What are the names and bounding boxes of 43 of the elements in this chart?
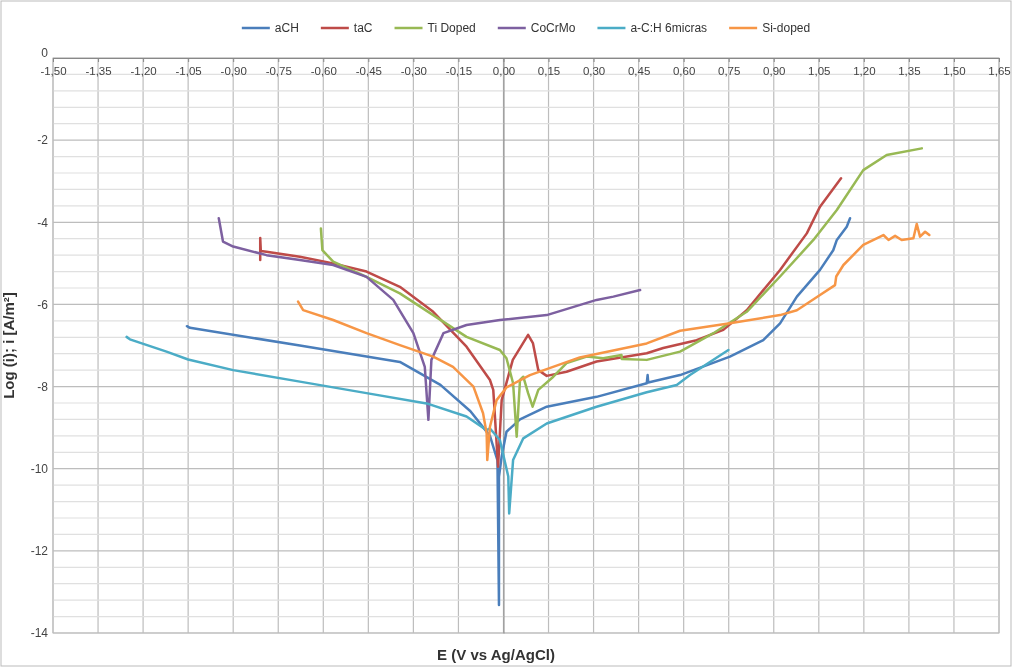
x-tick-label: 1,20 (853, 65, 876, 78)
x-tick-label: 1,50 (943, 65, 966, 78)
x-tick-label: 0,00 (492, 65, 516, 78)
x-tick-label: 0,30 (582, 65, 606, 78)
x-tick-label: 0,60 (672, 65, 696, 78)
x-tick-label: -0,60 (310, 65, 337, 78)
x-tick-label: -0,90 (220, 65, 247, 78)
x-tick-label: -1,05 (175, 65, 202, 78)
legend-label: CoCrMo (530, 21, 576, 35)
line-series (319, 147, 924, 438)
x-tick-label: 0,15 (537, 65, 561, 78)
line-series (217, 216, 642, 422)
x-tick-label: 1,05 (808, 65, 831, 78)
x-tick-label: 1,35 (898, 65, 921, 78)
line-series (185, 216, 852, 607)
x-tick-label: -0,30 (400, 65, 427, 78)
x-tick-label: -1,50 (40, 65, 67, 78)
x-tick-label: 0,90 (763, 65, 786, 78)
y-tick-label: -4 (37, 215, 49, 230)
x-tick-label: -1,35 (85, 65, 112, 78)
x-tick-label: -0,45 (355, 65, 382, 78)
x-tick-label: -0,75 (265, 65, 292, 78)
line-series (296, 222, 931, 462)
y-tick-label: -10 (30, 462, 49, 477)
legend-label: aCH (274, 21, 299, 35)
x-tick-label: 0,45 (627, 65, 651, 78)
line-series (125, 335, 730, 515)
y-tick-label: -12 (30, 544, 49, 559)
y-axis-title: Log (i); i [A/m²] (0, 292, 17, 399)
x-tick-label: 0,75 (718, 65, 741, 78)
x-tick-label: -0,15 (445, 65, 473, 78)
x-tick-label: 1,65 (988, 65, 1011, 78)
y-tick-label: -2 (37, 133, 49, 148)
x-tick-label: -1,20 (130, 65, 157, 78)
y-tick-label: -6 (37, 297, 49, 312)
y-tick-label: 0 (41, 46, 49, 61)
legend-label: a-C:H 6micras (630, 21, 708, 35)
legend-label: Si-doped (762, 21, 811, 35)
y-tick-label: -14 (30, 626, 49, 641)
x-axis-title: E (V vs Ag/AgCl) (437, 646, 555, 663)
legend-label: Ti Doped (427, 21, 476, 35)
y-tick-label: -8 (37, 379, 49, 394)
legend-label: taC (353, 21, 373, 35)
